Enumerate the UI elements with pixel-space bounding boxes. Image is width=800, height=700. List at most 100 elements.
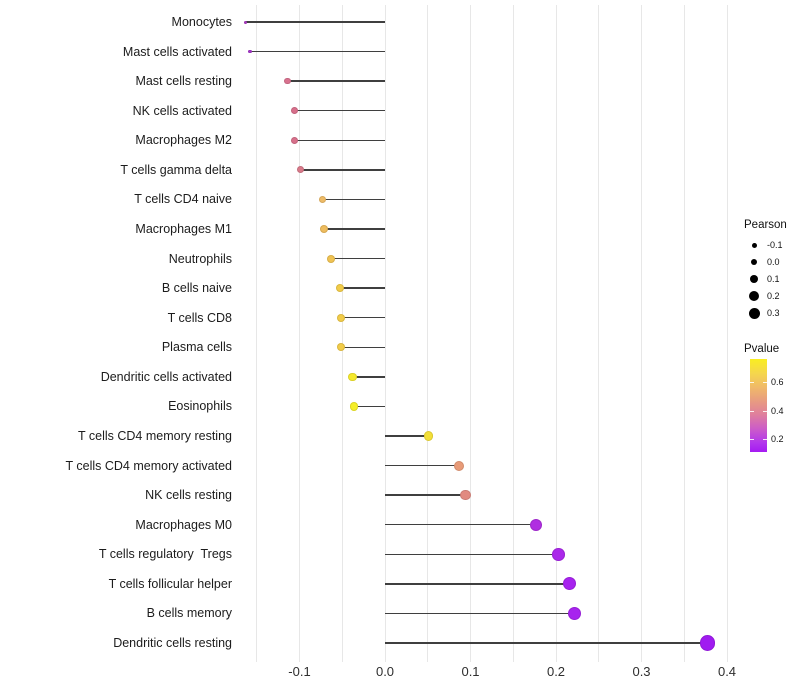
colorbar-label: 0.6 [771,377,784,387]
x-tick-label: 0.3 [632,664,651,679]
category-label: Neutrophils [168,251,232,266]
lollipop-dot [336,343,345,352]
category-label: Macrophages M1 [135,221,232,236]
category-label: B cells naive [161,281,232,296]
lollipop-dot [335,284,344,293]
legend-size-dot [750,258,758,266]
legend-size-label: 0.0 [767,256,780,267]
lollipop-stick [385,612,575,615]
category-label: T cells CD4 naive [134,192,232,207]
legend-size-label: -0.1 [767,239,783,250]
category-label: Macrophages M0 [135,517,232,532]
legend-size-dot [749,291,759,301]
colorbar-label: 0.4 [771,406,784,416]
pvalue-colorbar [750,359,767,452]
lollipop-dot [530,518,543,531]
legend-pvalue-title: Pvalue [744,343,780,355]
lollipop-stick [385,553,559,555]
lollipop-dot [290,107,298,115]
lollipop-dot [423,431,434,441]
lollipop-stick [245,21,385,23]
category-label: Plasma cells [161,340,232,355]
gridline [726,5,728,662]
lollipop-stick [339,287,385,289]
lollipop-dot [552,548,565,561]
lollipop-dot [327,254,336,263]
lollipop-stick [352,376,385,378]
lollipop-stick [385,524,537,526]
lollipop-stick [385,464,460,467]
colorbar-tick [763,382,767,383]
category-label: Mast cells resting [135,74,232,89]
gridline [256,5,258,662]
lollipop-stick [322,198,385,201]
lollipop-dot [244,20,248,24]
x-tick-label: 0.4 [717,664,737,679]
gridline [341,5,343,662]
gridline [299,5,300,662]
lollipop-stick [294,110,385,112]
legend-size-label: 0.3 [767,307,780,318]
category-label: T cells CD8 [167,310,232,325]
gridline [427,5,429,662]
legend-size-dot [748,307,760,319]
lollipop-stick [294,139,385,141]
lollipop-dot [296,166,304,174]
lollipop-dot [348,372,357,382]
lollipop-dot [349,402,359,411]
lollipop-stick [287,80,385,82]
category-label: T cells follicular helper [108,576,232,591]
lollipop-stick [354,405,385,408]
lollipop-stick [340,346,385,348]
lollipop-dot [336,313,345,322]
category-label: Dendritic cells activated [100,369,232,384]
lollipop-dot [320,224,329,233]
x-tick-label: 0.1 [461,664,480,679]
lollipop-dot [290,136,298,144]
category-label: Eosinophils [168,399,232,414]
lollipop-stick [300,169,385,171]
gridline [470,5,471,662]
lollipop-dot [318,195,327,204]
gridline [598,5,600,662]
category-label: B cells memory [146,606,232,621]
category-label: T cells CD4 memory activated [65,458,233,473]
colorbar-tick [763,439,767,440]
category-label: Monocytes [171,15,232,29]
legend-size-dot [751,242,757,248]
colorbar-tick [750,382,754,383]
lollipop-stick [331,257,385,260]
lollipop-dot [699,635,716,651]
category-label: Macrophages M2 [135,133,232,148]
gridline [384,5,386,662]
lollipop-dot [563,577,577,591]
category-label: NK cells activated [132,103,232,118]
x-tick-label: 0.2 [546,664,566,679]
lollipop-dot [248,49,252,54]
category-label: T cells CD4 memory resting [78,428,232,443]
gridline [683,5,685,662]
lollipop-stick [324,228,385,230]
gridline [641,5,642,662]
category-label: T cells gamma delta [120,162,232,177]
category-label: Mast cells activated [122,44,232,59]
gridline [512,5,514,662]
legend-size-label: 0.1 [767,273,780,284]
category-label: NK cells resting [145,488,232,503]
x-tick-label: -0.1 [288,664,311,679]
lollipop-dot [284,77,291,85]
colorbar-tick [750,411,754,412]
lollipop-stick [385,583,570,585]
colorbar-tick [763,411,767,412]
legend-pearson-title: Pearson [744,219,787,231]
lollipop-stick [385,494,466,496]
colorbar-label: 0.2 [771,434,784,444]
lollipop-stick [249,50,385,53]
legend-size-dot [749,274,759,284]
lollipop-stick [340,317,385,319]
category-label: T cells regulatory Tregs [98,547,232,562]
lollipop-dot [460,489,471,501]
gridline [555,5,557,662]
category-label: Dendritic cells resting [113,635,232,650]
